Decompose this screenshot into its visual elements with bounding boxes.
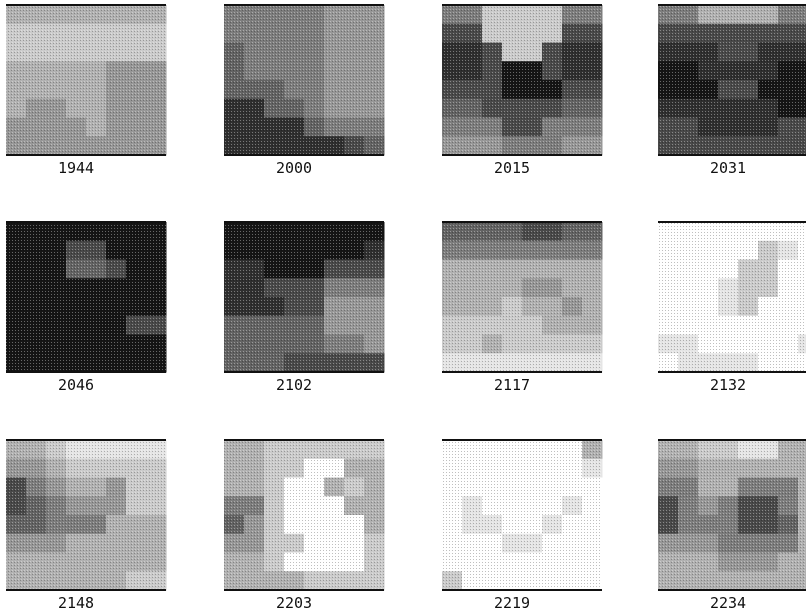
panel: 2015 xyxy=(442,5,603,177)
panel: 1944 xyxy=(6,5,167,177)
texture xyxy=(442,5,602,155)
panel: 2102 xyxy=(224,222,385,394)
panel: 2031 xyxy=(658,5,806,177)
panel-label: 2203 xyxy=(276,594,312,612)
texture xyxy=(442,440,602,590)
texture xyxy=(224,222,384,372)
panel: 2148 xyxy=(6,440,167,612)
panel: 2117 xyxy=(442,222,603,394)
panel: 2234 xyxy=(658,440,806,612)
texture xyxy=(658,222,806,372)
panel-label: 2234 xyxy=(710,594,746,612)
panel-label: 2132 xyxy=(710,376,746,394)
panel: 2203 xyxy=(224,440,385,612)
page: 1944 2000 2015 2031 2046 2102 2117 2132 2148 2203… xyxy=(0,0,806,616)
panel-label: 2219 xyxy=(494,594,530,612)
panel: 2046 xyxy=(6,222,167,394)
panel-label: 1944 xyxy=(58,159,94,177)
figure: 1944 2000 2015 2031 2046 2102 2117 2132 2148 2203… xyxy=(0,0,806,616)
panel-label: 2031 xyxy=(710,159,746,177)
texture xyxy=(658,5,806,155)
panel: 2219 xyxy=(442,440,603,612)
panel: 2000 xyxy=(224,5,385,177)
texture xyxy=(224,440,384,590)
texture xyxy=(6,5,166,155)
texture xyxy=(6,222,166,372)
texture xyxy=(6,440,166,590)
texture xyxy=(442,222,602,372)
panel-label: 2015 xyxy=(494,159,530,177)
panel-label: 2102 xyxy=(276,376,312,394)
texture xyxy=(658,440,806,590)
panel-label: 2000 xyxy=(276,159,312,177)
panel: 2132 xyxy=(658,222,806,394)
panel-label: 2117 xyxy=(494,376,530,394)
texture xyxy=(224,5,384,155)
panel-label: 2046 xyxy=(58,376,94,394)
panel-label: 2148 xyxy=(58,594,94,612)
